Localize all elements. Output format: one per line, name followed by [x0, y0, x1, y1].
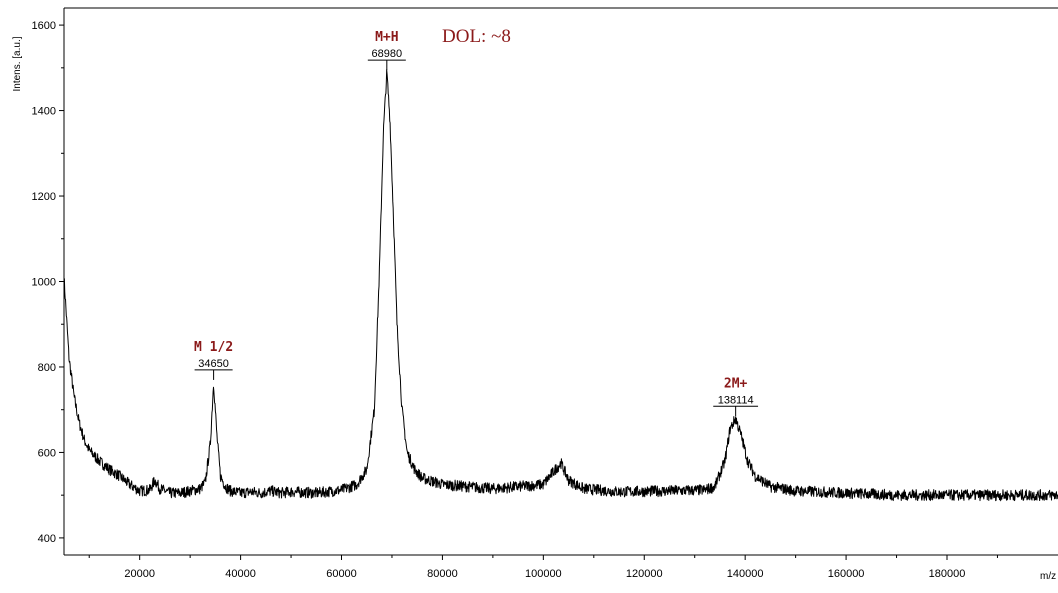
peak-name-label: M+H — [375, 30, 398, 45]
dol-note: DOL: ~8 — [442, 26, 511, 47]
x-tick-label: 80000 — [427, 568, 458, 580]
y-tick-label: 1000 — [32, 277, 56, 289]
y-axis-ticks: 400 600 800 1000 1200 1400 1600 — [32, 20, 64, 545]
peak-mz-label: 138114 — [718, 394, 754, 406]
x-axis-title: m/z — [1040, 571, 1056, 582]
x-tick-label: 60000 — [326, 568, 357, 580]
peak-mz-label: 34650 — [198, 358, 229, 370]
x-tick-label: 120000 — [626, 568, 663, 580]
x-axis-ticks: 20000 40000 60000 80000 100000 120000 140000 16… — [88, 555, 998, 580]
y-tick-label: 1600 — [32, 20, 56, 32]
y-tick-label: 400 — [38, 533, 56, 545]
y-tick-label: 600 — [38, 447, 56, 459]
x-tick-label: 100000 — [525, 568, 562, 580]
peak-name-label: M 1/2 — [194, 340, 233, 355]
x-tick-label: 20000 — [124, 568, 155, 580]
x-tick-label: 140000 — [727, 568, 764, 580]
peak-name-label: 2M+ — [724, 376, 748, 391]
x-tick-label: 40000 — [225, 568, 256, 580]
x-tick-label: 160000 — [828, 568, 865, 580]
x-tick-label: 180000 — [929, 568, 966, 580]
peak-mz-label: 68980 — [372, 48, 403, 60]
y-tick-label: 1200 — [32, 191, 56, 203]
y-axis-title: Intens. [a.u.] — [12, 36, 23, 91]
spectrum-trace — [63, 69, 1058, 502]
y-tick-label: 800 — [38, 362, 56, 374]
y-tick-label: 1400 — [32, 106, 56, 118]
peak-annotations: 34650 M 1/2 68980 M+H 138114 2M+ — [194, 30, 759, 417]
